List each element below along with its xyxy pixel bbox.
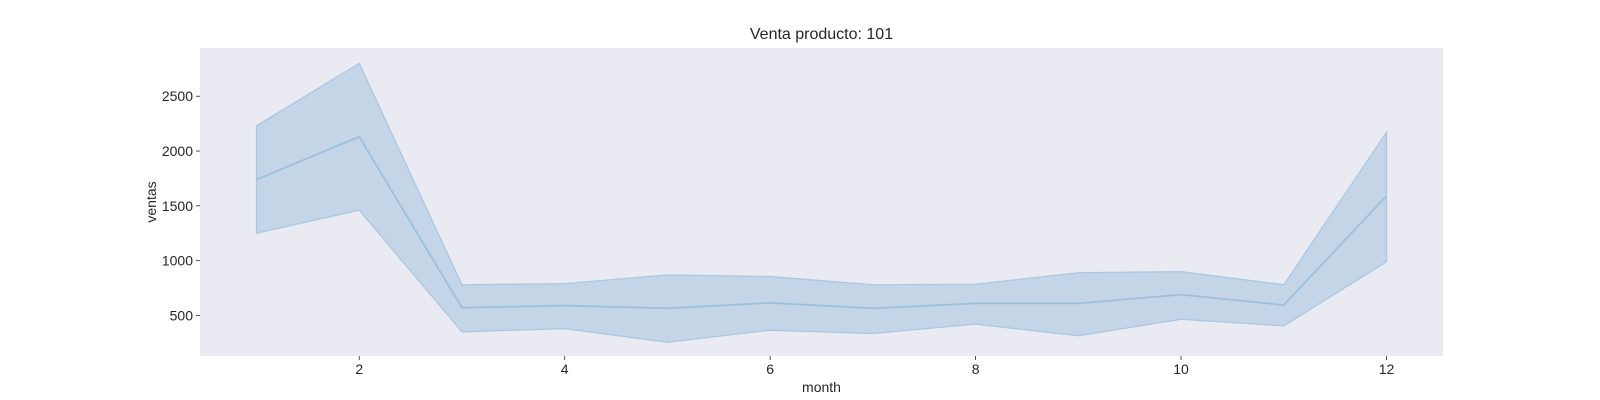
y-tick-label: 2500 xyxy=(162,88,193,104)
series-line xyxy=(256,135,1388,310)
series-line-layer xyxy=(256,135,1388,310)
x-tick-label: 6 xyxy=(766,361,774,377)
x-tick-label: 12 xyxy=(1379,361,1395,377)
confidence-band-layer xyxy=(255,62,1388,343)
x-tick-label: 8 xyxy=(972,361,980,377)
y-axis-ticks: 500 1000 1500 2000 2500 xyxy=(162,88,200,323)
x-tick-label: 4 xyxy=(561,361,569,377)
y-axis-label: ventas xyxy=(143,181,159,222)
chart-title: Venta producto: 101 xyxy=(750,26,893,43)
y-tick-label: 1000 xyxy=(162,253,193,269)
x-axis-label: month xyxy=(802,379,841,395)
x-tick-label: 10 xyxy=(1173,361,1189,377)
confidence-band xyxy=(255,62,1388,343)
y-tick-label: 2000 xyxy=(162,143,193,159)
x-axis-ticks: 2 4 6 8 10 12 xyxy=(355,356,1394,377)
x-tick-label: 2 xyxy=(355,361,363,377)
y-tick-label: 500 xyxy=(170,307,194,323)
y-tick-label: 1500 xyxy=(162,198,193,214)
